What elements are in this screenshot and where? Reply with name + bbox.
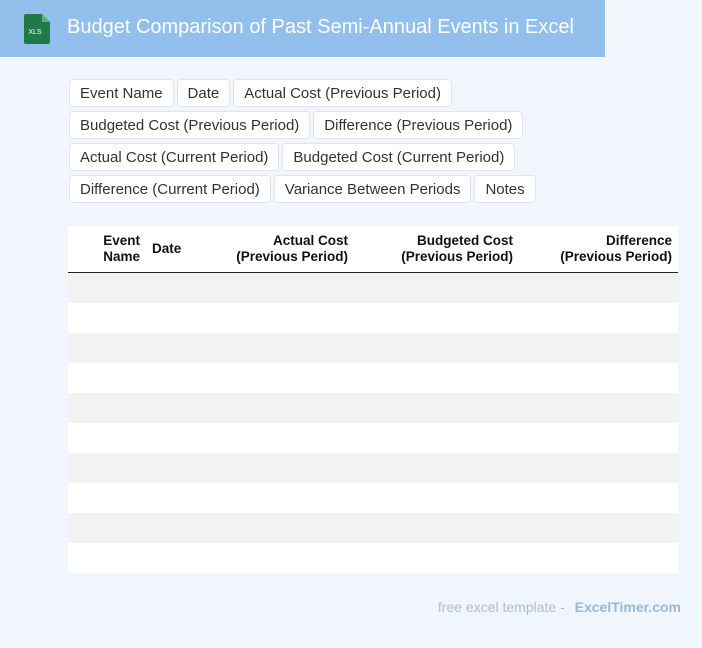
header-banner: XLS Budget Comparison of Past Semi-Annua… [0, 0, 605, 57]
field-chip-list: Event Name Date Actual Cost (Previous Pe… [69, 79, 694, 203]
table-cell[interactable] [354, 333, 519, 363]
column-header-line: Budgeted Cost [417, 233, 513, 248]
column-header-difference-previous[interactable]: Difference (Previous Period) [519, 226, 678, 273]
table-cell[interactable] [198, 513, 354, 543]
table-cell[interactable] [198, 423, 354, 453]
footer-brand-link[interactable]: ExcelTimer.com [574, 599, 681, 615]
column-header-line: (Previous Period) [236, 249, 348, 264]
table-cell[interactable] [68, 272, 146, 303]
table-cell[interactable] [354, 543, 519, 573]
footer-credit: free excel template - ExcelTimer.com [438, 599, 681, 615]
column-header-line: Actual Cost [272, 233, 348, 248]
table-cell[interactable] [198, 303, 354, 333]
table-cell[interactable] [519, 363, 678, 393]
table-cell[interactable] [146, 303, 198, 333]
field-chip-difference-previous[interactable]: Difference (Previous Period) [313, 111, 524, 139]
table-cell[interactable] [68, 333, 146, 363]
field-chip-actual-cost-previous[interactable]: Actual Cost (Previous Period) [233, 79, 452, 107]
page-title: Budget Comparison of Past Semi-Annual Ev… [67, 16, 574, 38]
table-cell[interactable] [146, 423, 198, 453]
column-header-actual-cost-previous[interactable]: Actual Cost (Previous Period) [198, 226, 354, 273]
table-header-row: Event Name Date Actual Cost (Previous Pe… [68, 226, 678, 273]
table-row [68, 453, 678, 483]
column-header-budgeted-cost-previous[interactable]: Budgeted Cost (Previous Period) [354, 226, 519, 273]
column-header-line: Name [103, 249, 140, 264]
table-cell[interactable] [354, 393, 519, 423]
column-header-date[interactable]: Date [146, 226, 198, 273]
table-cell[interactable] [146, 333, 198, 363]
column-header-line: (Previous Period) [401, 249, 513, 264]
table-cell[interactable] [519, 333, 678, 363]
table-cell[interactable] [146, 513, 198, 543]
table-row [68, 543, 678, 573]
table-cell[interactable] [519, 272, 678, 303]
table-cell[interactable] [354, 513, 519, 543]
table-row [68, 393, 678, 423]
field-chip-variance-between-periods[interactable]: Variance Between Periods [273, 175, 472, 203]
field-chip-event-name[interactable]: Event Name [69, 79, 174, 107]
table-cell[interactable] [68, 453, 146, 483]
excel-file-icon: XLS [24, 14, 50, 44]
table-cell[interactable] [519, 453, 678, 483]
table-cell[interactable] [519, 393, 678, 423]
table-cell[interactable] [68, 543, 146, 573]
table-cell[interactable] [354, 453, 519, 483]
table-cell[interactable] [519, 513, 678, 543]
table-row [68, 423, 678, 453]
column-header-line: Difference [605, 233, 672, 248]
budget-table: Event Name Date Actual Cost (Previous Pe… [68, 226, 678, 573]
table-cell[interactable] [198, 543, 354, 573]
column-header-line: Event [103, 233, 140, 248]
table-cell[interactable] [354, 303, 519, 333]
field-chip-notes[interactable]: Notes [474, 175, 536, 203]
table-cell[interactable] [519, 483, 678, 513]
table-cell[interactable] [354, 483, 519, 513]
table-cell[interactable] [68, 363, 146, 393]
table-row [68, 483, 678, 513]
table-cell[interactable] [519, 423, 678, 453]
footer-lead-text: free excel template - [437, 599, 565, 615]
table-cell[interactable] [354, 423, 519, 453]
table-row [68, 333, 678, 363]
table-row [68, 272, 678, 303]
table-row [68, 513, 678, 543]
table-cell[interactable] [198, 453, 354, 483]
table-cell[interactable] [146, 393, 198, 423]
field-chip-budgeted-cost-current[interactable]: Budgeted Cost (Current Period) [282, 143, 516, 171]
table-cell[interactable] [146, 543, 198, 573]
file-icon-label: XLS [28, 29, 42, 36]
table-cell[interactable] [198, 333, 354, 363]
table-cell[interactable] [68, 303, 146, 333]
table-row [68, 363, 678, 393]
table-cell[interactable] [198, 483, 354, 513]
table-cell[interactable] [198, 272, 354, 303]
table-cell[interactable] [198, 363, 354, 393]
table-row [68, 303, 678, 333]
column-header-line: (Previous Period) [560, 249, 672, 264]
table-cell[interactable] [354, 363, 519, 393]
column-header-event-name[interactable]: Event Name [68, 226, 146, 273]
table-cell[interactable] [354, 272, 519, 303]
table-body [68, 272, 678, 573]
table-cell[interactable] [519, 543, 678, 573]
table-cell[interactable] [68, 483, 146, 513]
field-chip-date[interactable]: Date [176, 79, 231, 107]
table-cell[interactable] [146, 363, 198, 393]
field-chip-difference-current[interactable]: Difference (Current Period) [69, 175, 271, 203]
table-cell[interactable] [68, 513, 146, 543]
table-cell[interactable] [146, 483, 198, 513]
column-header-line: Date [152, 241, 182, 256]
field-chip-actual-cost-current[interactable]: Actual Cost (Current Period) [69, 143, 280, 171]
table-cell[interactable] [146, 272, 198, 303]
table-cell[interactable] [519, 303, 678, 333]
table-cell[interactable] [68, 423, 146, 453]
table-cell[interactable] [146, 453, 198, 483]
field-chip-budgeted-cost-previous[interactable]: Budgeted Cost (Previous Period) [69, 111, 311, 139]
table-cell[interactable] [68, 393, 146, 423]
table-cell[interactable] [198, 393, 354, 423]
